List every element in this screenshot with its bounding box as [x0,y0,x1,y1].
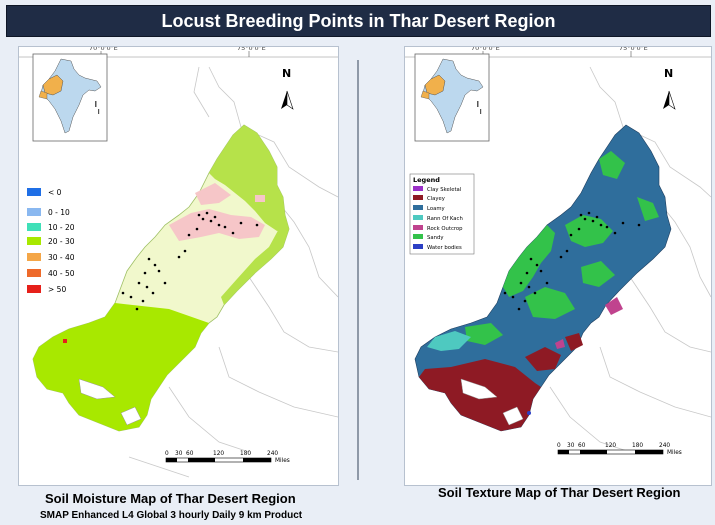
scale-tick: 180 [632,443,643,449]
locust-points [121,211,259,311]
lon-label-75: 75°0'0"E [237,47,266,52]
legend-label: > 50 [48,285,66,294]
soil-moisture-subcaption: SMAP Enhanced L4 Global 3 hourly Daily 9… [40,510,303,521]
soil-moisture-map-panel: 70°0'0"E 75°0'0"E 30°0'0"N 25°0'0"N 20°0… [18,46,339,486]
scale-tick: 30 [175,451,183,457]
india-inset-map [32,53,108,142]
state-boundaries [128,66,338,478]
legend-title: Legend [413,176,440,184]
lon-label-75: 75°0'0"E [619,47,648,52]
soil-moisture-legend: < 0 0 - 10 10 - 20 20 - 30 30 - 40 40 - … [27,188,75,294]
lon-label-70: 70°0'0"E [89,47,118,52]
scale-unit: Miles [275,458,290,464]
legend-label: Rann Of Kach [427,216,463,222]
soil-moisture-caption: Soil Moisture Map of Thar Desert Region [45,491,296,506]
scale-unit: Miles [667,450,682,456]
legend-label: Clay Skeletal [427,187,461,193]
legend-label: Rock Outcrop [427,226,463,232]
locust-points [503,211,641,311]
scale-tick: 0 [557,443,561,449]
scale-tick: 60 [578,443,586,449]
scale-tick: 0 [165,451,169,457]
soil-texture-map: 70°0'0"E 75°0'0"E 30°0'0"N 25°0'0"N 20°0… [405,47,711,456]
lon-label-70: 70°0'0"E [471,47,500,52]
soil-texture-region [414,124,672,432]
legend-label: 40 - 50 [48,269,75,278]
legend-label: 20 - 30 [48,237,75,246]
soil-moisture-map: 70°0'0"E 75°0'0"E 30°0'0"N 25°0'0"N 20°0… [19,47,338,478]
scale-bar: 0 30 60 120 180 240 Miles [165,451,290,464]
scale-tick: 120 [605,443,616,449]
panel-divider [357,60,359,480]
legend-label: 30 - 40 [48,253,75,262]
state-boundaries [549,66,711,453]
scale-bar: 0 30 60 120 180 240 Miles [557,443,682,456]
legend-label: < 0 [48,188,62,197]
scale-tick: 180 [240,451,251,457]
soil-texture-legend: Legend Clay Skeletal Clayey Loamy Rann O… [409,173,475,255]
scale-tick: 30 [567,443,575,449]
legend-label: Clayey [427,196,445,202]
soil-moisture-region [32,124,290,432]
scale-tick: 60 [186,451,194,457]
page-title: Locust Breeding Points in Thar Desert Re… [6,5,711,37]
north-label: N [664,67,673,80]
legend-label: Sandy [427,235,443,241]
north-arrow-icon: N [281,67,294,110]
legend-label: Loamy [427,206,445,212]
legend-label: Water bodies [427,245,462,251]
north-label: N [282,67,291,80]
india-inset-map [414,53,490,142]
legend-label: 10 - 20 [48,223,75,232]
soil-texture-caption: Soil Texture Map of Thar Desert Region [438,485,681,500]
north-arrow-icon: N [663,67,676,110]
scale-tick: 240 [659,443,670,449]
scale-tick: 120 [213,451,224,457]
soil-texture-map-panel: 70°0'0"E 75°0'0"E 30°0'0"N 25°0'0"N 20°0… [404,46,712,486]
legend-label: 0 - 10 [48,208,70,217]
scale-tick: 240 [267,451,278,457]
